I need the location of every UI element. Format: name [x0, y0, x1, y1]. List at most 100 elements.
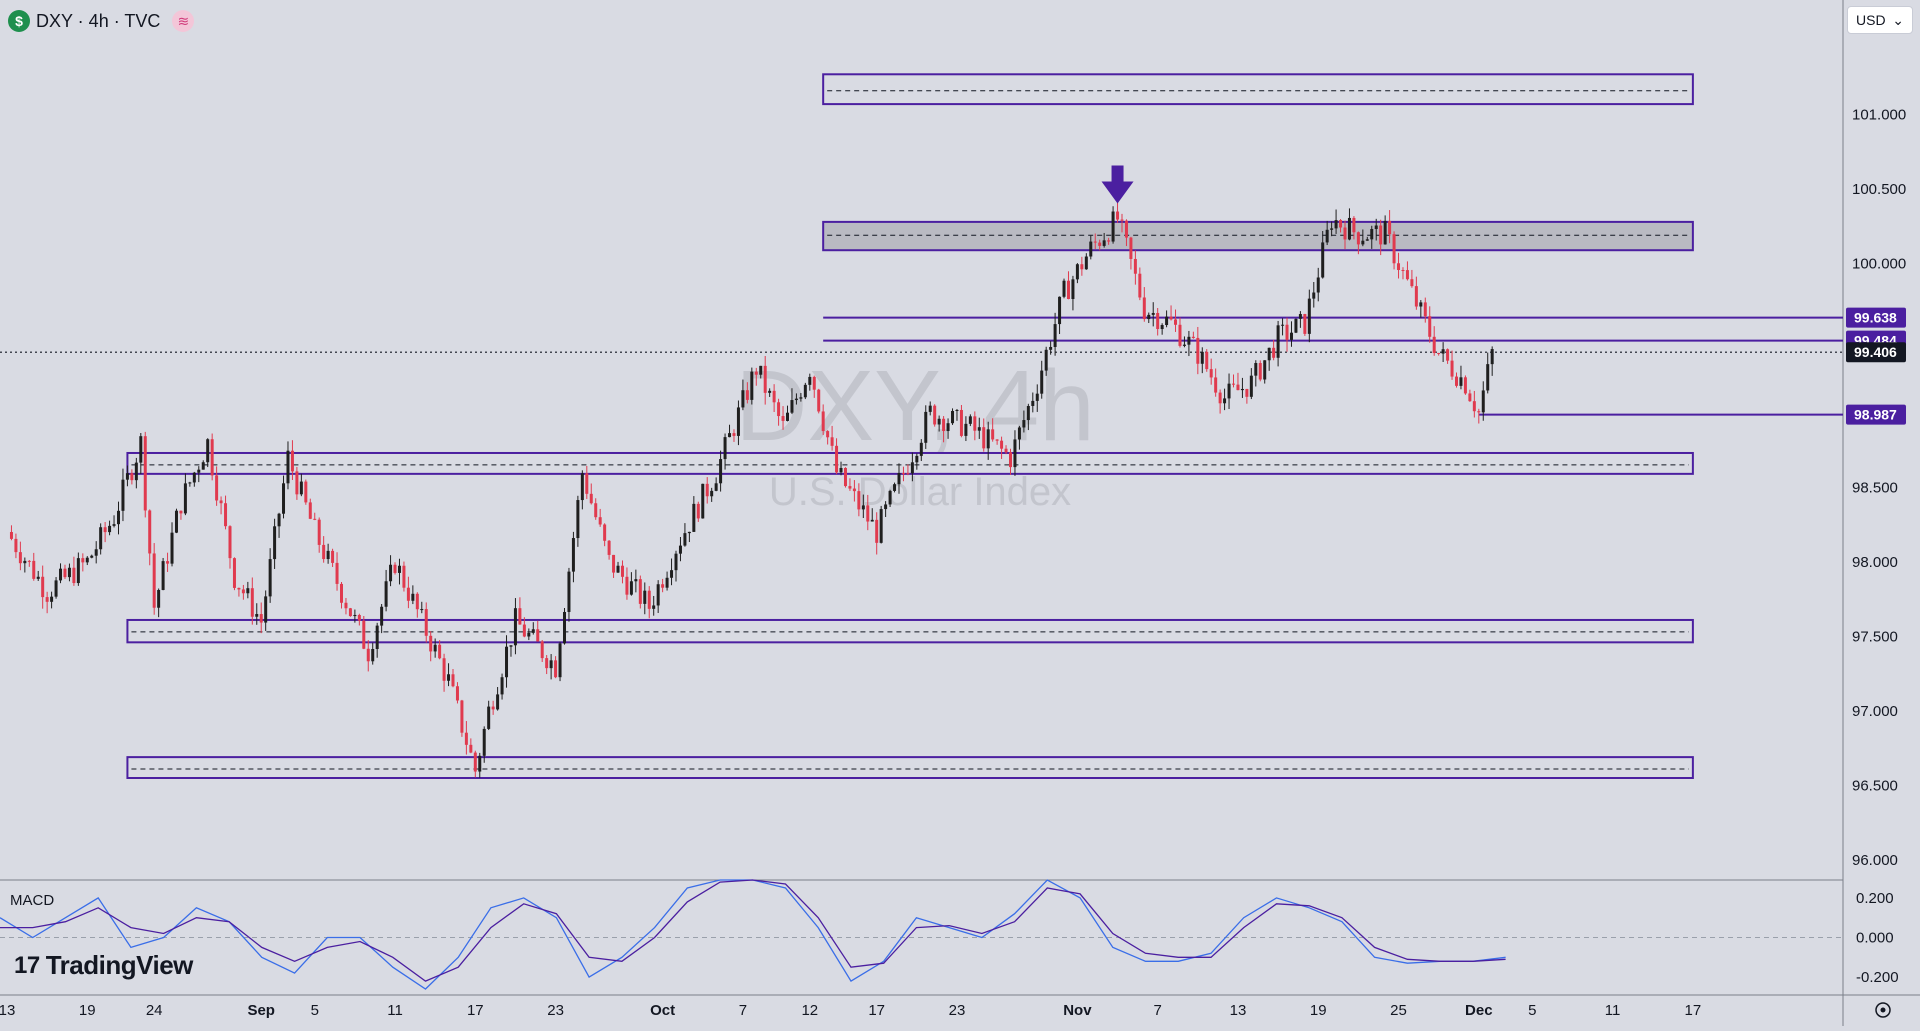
- candle-body: [763, 365, 767, 393]
- candle-body: [424, 609, 428, 636]
- candle-body: [1334, 220, 1338, 229]
- y-tick-label: 97.000: [1852, 703, 1898, 720]
- candle-body: [1347, 217, 1351, 240]
- candle-body: [866, 505, 870, 522]
- candle-body: [848, 486, 852, 489]
- candle-body: [1258, 363, 1262, 380]
- candle-body: [371, 649, 375, 662]
- candle-body: [433, 644, 437, 652]
- candle-body: [1477, 411, 1481, 413]
- candle-body: [322, 544, 326, 560]
- candle-body: [1071, 279, 1075, 300]
- candle-body: [705, 483, 709, 497]
- x-tick-label: 7: [1154, 1002, 1162, 1019]
- candle-body: [1249, 375, 1253, 397]
- candle-body: [41, 576, 45, 598]
- candle-body: [1414, 286, 1418, 307]
- candle-body: [893, 484, 897, 491]
- candle-body: [710, 490, 714, 497]
- candle-body: [696, 503, 700, 519]
- x-tick-label: Oct: [650, 1002, 675, 1019]
- candle-body: [620, 565, 624, 577]
- candle-body: [808, 376, 812, 385]
- candle-body: [589, 493, 593, 504]
- candle-body: [1236, 384, 1240, 391]
- candle-body: [121, 479, 125, 511]
- candle-body: [1316, 277, 1320, 293]
- candle-body: [1147, 314, 1151, 320]
- gear-icon: [1875, 1002, 1891, 1018]
- x-tick-label: 23: [547, 1002, 564, 1019]
- wave-icon[interactable]: ≋: [172, 10, 195, 32]
- chart-header: $ DXY · 4h · TVC ≋: [8, 8, 195, 34]
- x-tick-label: 19: [79, 1002, 96, 1019]
- candle-body: [594, 503, 598, 518]
- macd-label[interactable]: MACD: [10, 892, 55, 909]
- candle-body: [59, 568, 63, 581]
- candle-body: [317, 519, 321, 545]
- candle-body: [1156, 312, 1160, 330]
- candle-body: [161, 561, 165, 590]
- zone-box: [126, 618, 1694, 644]
- candle-body: [210, 439, 214, 476]
- candle-body: [375, 625, 379, 650]
- candle-body: [1191, 336, 1195, 338]
- candle-body: [152, 553, 156, 608]
- candle-body: [732, 433, 736, 436]
- x-tick-label: Dec: [1465, 1002, 1493, 1019]
- y-tick-label: 98.000: [1852, 554, 1898, 571]
- candle-body: [928, 405, 932, 412]
- candle-body: [496, 694, 500, 710]
- x-tick-label: Sep: [247, 1002, 275, 1019]
- candle-body: [14, 538, 18, 553]
- candle-body: [1066, 280, 1070, 300]
- candle-body: [1441, 349, 1445, 354]
- candle-body: [603, 524, 607, 541]
- currency-select[interactable]: USD ⌄: [1847, 6, 1913, 34]
- candle-body: [545, 658, 549, 669]
- candle-body: [518, 608, 522, 625]
- watermark-name: U.S. Dollar Index: [769, 470, 1071, 514]
- tradingview-logo[interactable]: 17 TradingView: [14, 950, 193, 981]
- candle-body: [1356, 232, 1360, 245]
- candle-body: [1209, 369, 1213, 378]
- candle-body: [1437, 352, 1441, 354]
- candle-body: [389, 564, 393, 582]
- candle-body: [174, 510, 178, 533]
- logo-text: TradingView: [45, 950, 194, 980]
- candle-body: [946, 423, 950, 432]
- candle-body: [942, 418, 946, 432]
- candle-body: [464, 732, 468, 745]
- candle-body: [817, 389, 821, 412]
- candle-body: [933, 405, 937, 425]
- candle-body: [139, 436, 143, 463]
- price-tag: [1846, 307, 1906, 328]
- candle-body: [531, 629, 535, 633]
- candle-body: [130, 473, 134, 481]
- candle-body: [1361, 240, 1365, 245]
- candle-body: [728, 433, 732, 438]
- candle-body: [1044, 349, 1048, 371]
- candle-body: [937, 418, 941, 425]
- candle-body: [1343, 227, 1347, 240]
- candle-body: [1013, 439, 1017, 468]
- candle-body: [915, 455, 919, 463]
- candle-body: [81, 558, 85, 563]
- dollar-icon[interactable]: $: [8, 10, 30, 32]
- x-tick-label: 17: [1685, 1002, 1702, 1019]
- candle-body: [487, 706, 491, 729]
- candle-body: [852, 488, 856, 492]
- candle-body: [879, 509, 883, 543]
- candle-body: [1151, 312, 1155, 315]
- candle-body: [27, 560, 31, 562]
- candle-body: [1129, 237, 1133, 259]
- candle-body: [951, 410, 955, 424]
- candle-body: [1160, 325, 1164, 330]
- candle-body: [228, 526, 232, 559]
- candle-body: [665, 577, 669, 588]
- candle-body: [1200, 351, 1204, 364]
- symbol-title[interactable]: DXY · 4h · TVC: [36, 10, 161, 31]
- candle-body: [415, 593, 419, 610]
- candle-body: [1133, 258, 1137, 274]
